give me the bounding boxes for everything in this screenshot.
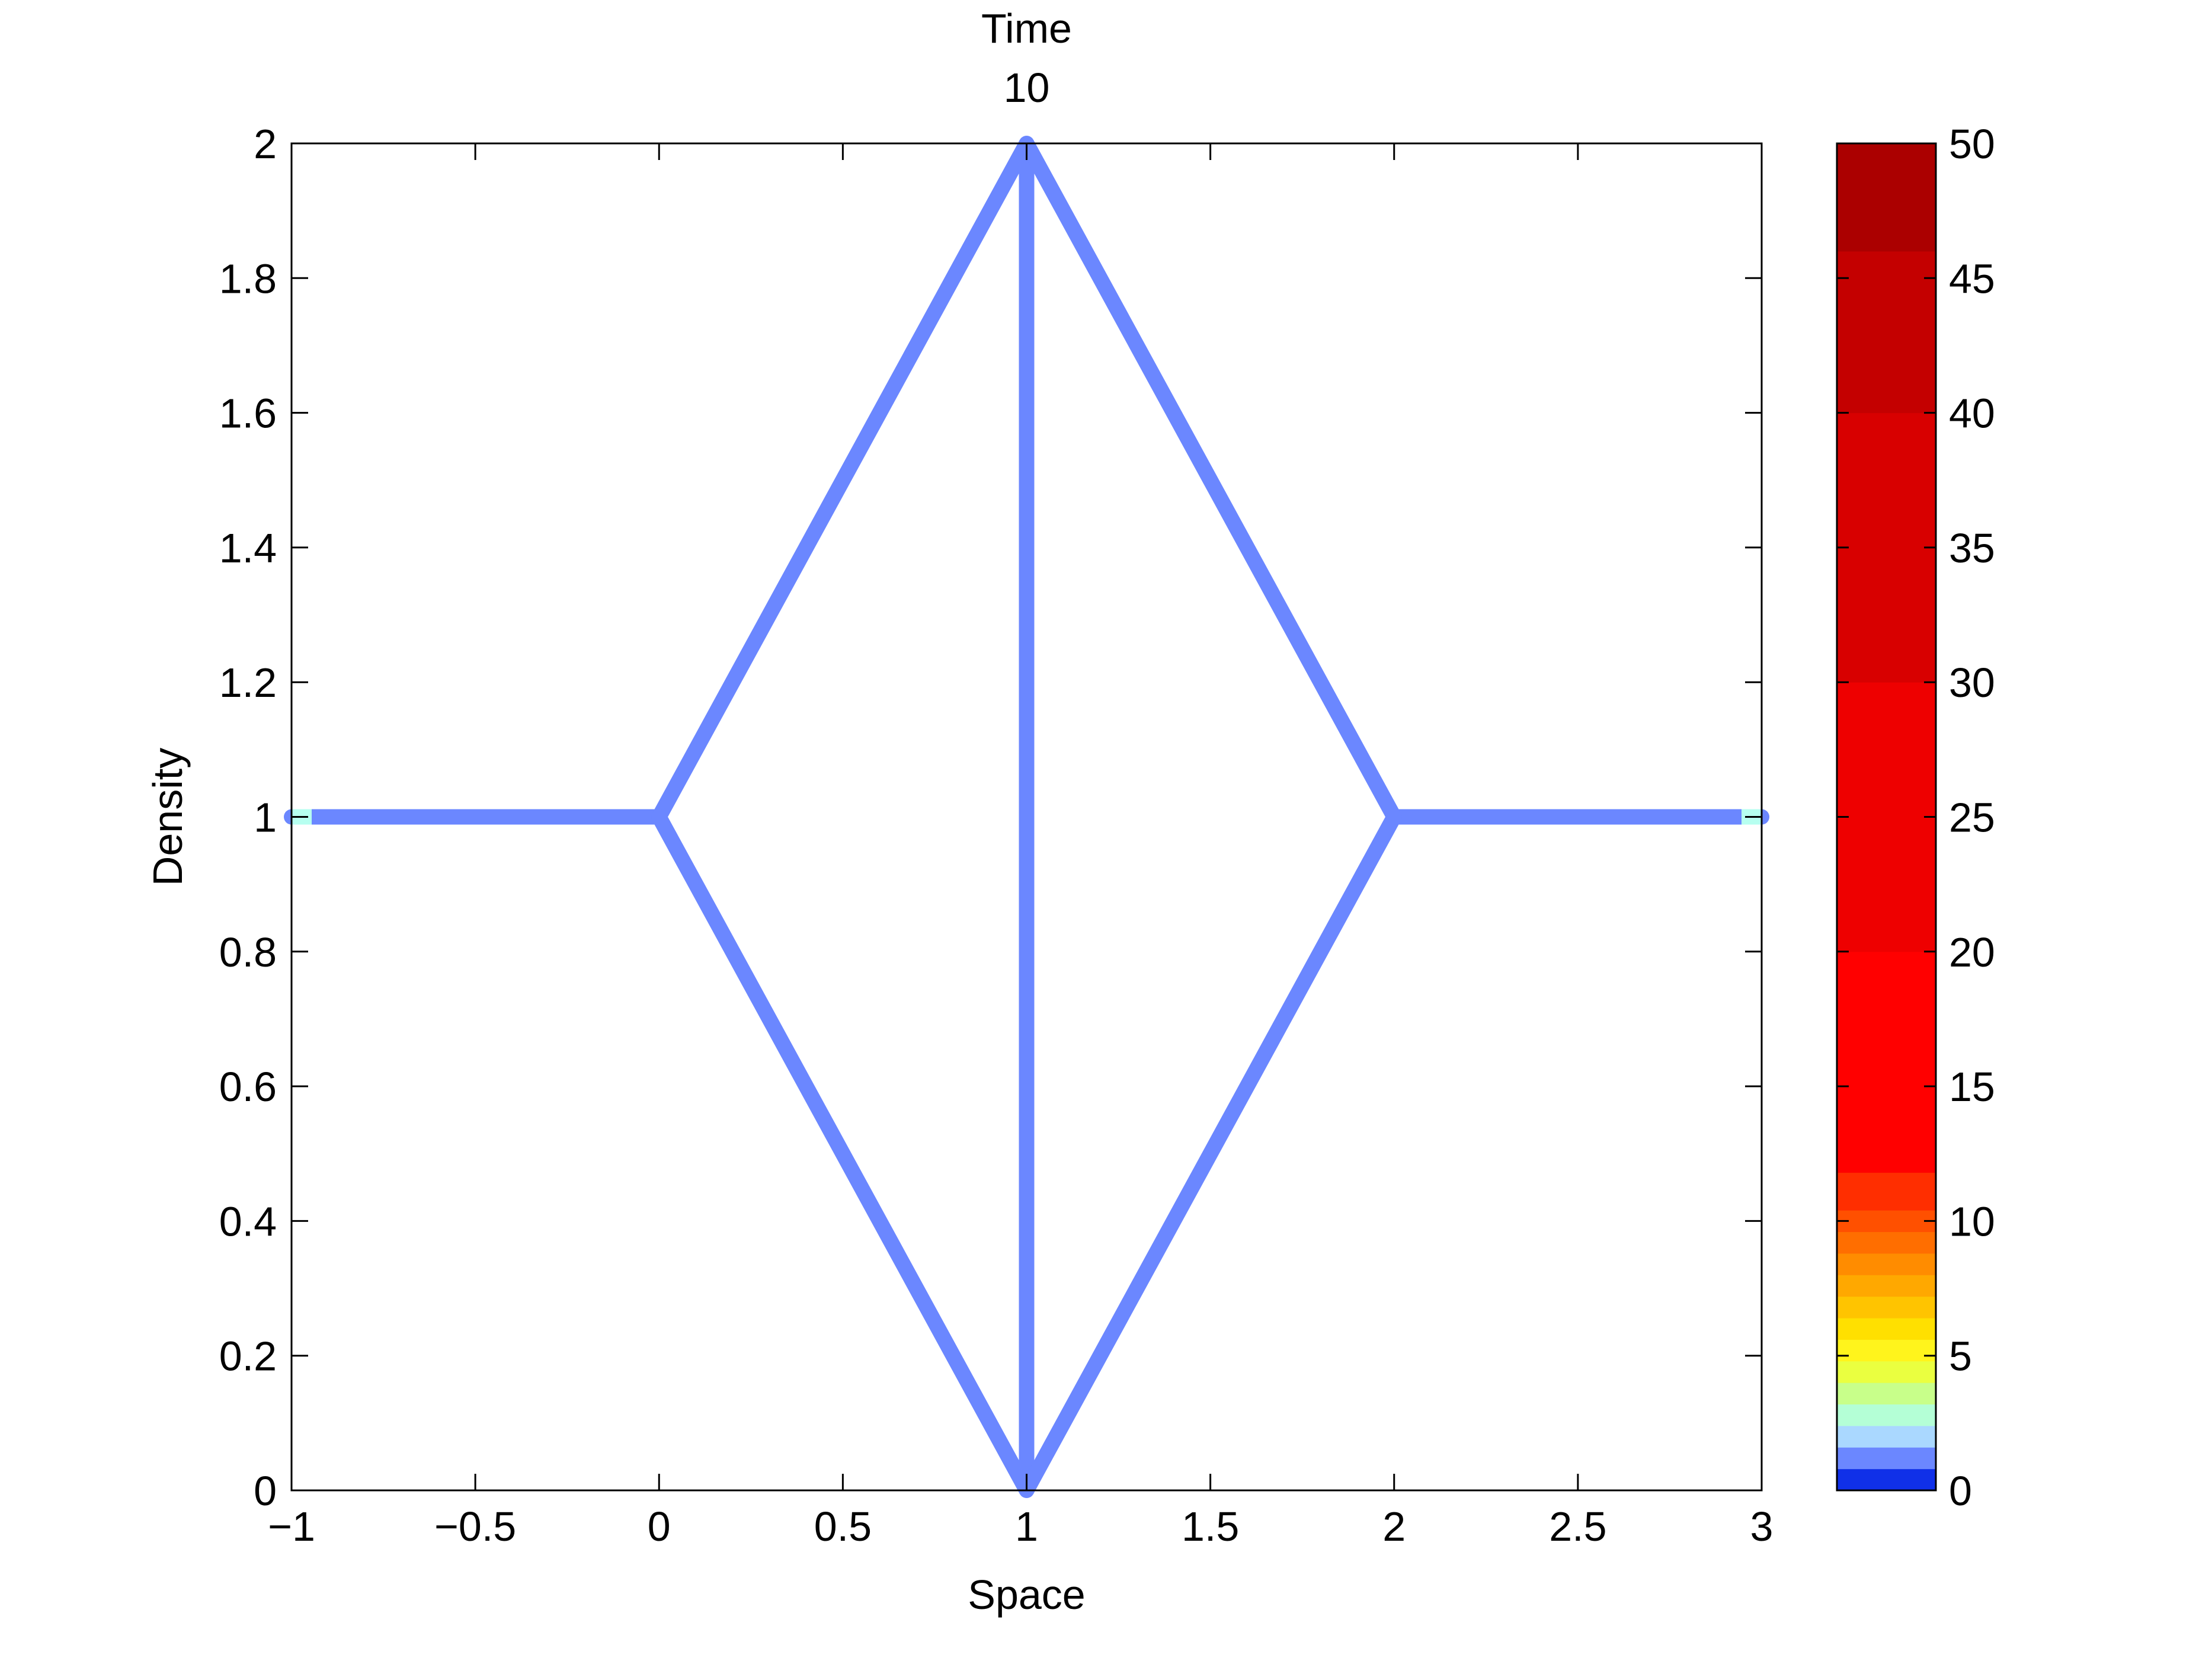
colorbar-band xyxy=(1837,1296,1936,1319)
colorbar-tick-label: 10 xyxy=(1949,1198,1995,1244)
data-segment xyxy=(652,813,1033,1495)
colorbar-tick-label: 25 xyxy=(1949,795,1995,841)
x-tick-label: 3 xyxy=(1750,1503,1774,1550)
colorbar-band xyxy=(1837,1172,1936,1211)
colorbar-tick-label: 0 xyxy=(1949,1468,1972,1514)
colorbar-band xyxy=(1837,1318,1936,1340)
colorbar-band xyxy=(1837,412,1936,683)
x-axis-ticks: −1 −0.5 0 0.5 1 1.5 2 2.5 3 xyxy=(268,143,1773,1550)
colorbar-tick-label: 5 xyxy=(1949,1333,1972,1380)
y-tick-label: 1.6 xyxy=(219,391,277,437)
colorbar-tick-label: 20 xyxy=(1949,929,1995,975)
x-tick-label: 0 xyxy=(648,1503,671,1550)
colorbar-band xyxy=(1837,143,1936,252)
x-axis-label: Space xyxy=(968,1572,1085,1618)
colorbar-band xyxy=(1837,1253,1936,1275)
y-tick-label: 0.6 xyxy=(219,1064,277,1110)
colorbar-tick-label: 50 xyxy=(1949,121,1995,167)
y-tick-label: 2 xyxy=(254,121,277,167)
colorbar-tick-label: 15 xyxy=(1949,1064,1995,1110)
y-tick-label: 1.2 xyxy=(219,660,277,706)
colorbar-band xyxy=(1837,1275,1936,1297)
colorbar: 0 5 10 15 20 25 30 35 40 45 50 xyxy=(1836,121,1995,1514)
y-axis-label: Density xyxy=(145,748,191,886)
colorbar-band xyxy=(1837,1210,1936,1233)
colorbar-band xyxy=(1837,1339,1936,1362)
x-tick-label: 2 xyxy=(1382,1503,1406,1550)
colorbar-ticks: 0 5 10 15 20 25 30 35 40 45 50 xyxy=(1837,121,1995,1514)
y-tick-label: 0 xyxy=(254,1468,277,1514)
y-axis-ticks: 0 0.2 0.4 0.6 0.8 1 1.2 1.4 1.6 1.8 2 xyxy=(219,121,1762,1514)
x-tick-label: 2.5 xyxy=(1549,1503,1606,1550)
x-tick-label: −0.5 xyxy=(434,1503,516,1550)
colorbar-band xyxy=(1837,1425,1936,1448)
y-tick-label: 0.2 xyxy=(219,1333,277,1380)
x-tick-label: 1 xyxy=(1015,1503,1038,1550)
data-segment xyxy=(1020,813,1401,1495)
colorbar-tick-label: 30 xyxy=(1949,660,1995,706)
data-joint xyxy=(651,809,667,825)
colorbar-band xyxy=(1837,1361,1936,1383)
y-tick-label: 1 xyxy=(254,795,277,841)
chart-title-value: 10 xyxy=(1004,65,1050,111)
colorbar-band xyxy=(1837,1468,1936,1491)
data-segment xyxy=(1020,139,1401,821)
y-tick-label: 0.4 xyxy=(219,1198,277,1244)
colorbar-tick-label: 45 xyxy=(1949,255,1995,302)
y-tick-label: 0.8 xyxy=(219,929,277,975)
y-tick-label: 1.4 xyxy=(219,525,277,571)
plot-lines xyxy=(284,136,1769,1498)
colorbar-band xyxy=(1837,951,1936,1173)
chart-title-time: Time xyxy=(981,5,1072,52)
data-joint xyxy=(1386,809,1402,825)
x-tick-label: 1.5 xyxy=(1182,1503,1239,1550)
colorbar-band xyxy=(1837,1231,1936,1254)
x-tick-label: 0.5 xyxy=(814,1503,872,1550)
x-tick-label: −1 xyxy=(268,1503,315,1550)
colorbar-band xyxy=(1837,1404,1936,1426)
y-tick-label: 1.8 xyxy=(219,255,277,302)
colorbar-tick-label: 35 xyxy=(1949,525,1995,571)
colorbar-band xyxy=(1837,251,1936,414)
colorbar-tick-label: 40 xyxy=(1949,391,1995,437)
data-segment xyxy=(652,139,1033,821)
colorbar-band xyxy=(1837,1383,1936,1405)
colorbar-bands xyxy=(1837,143,1936,1491)
colorbar-band xyxy=(1837,682,1936,952)
colorbar-band xyxy=(1837,1447,1936,1470)
